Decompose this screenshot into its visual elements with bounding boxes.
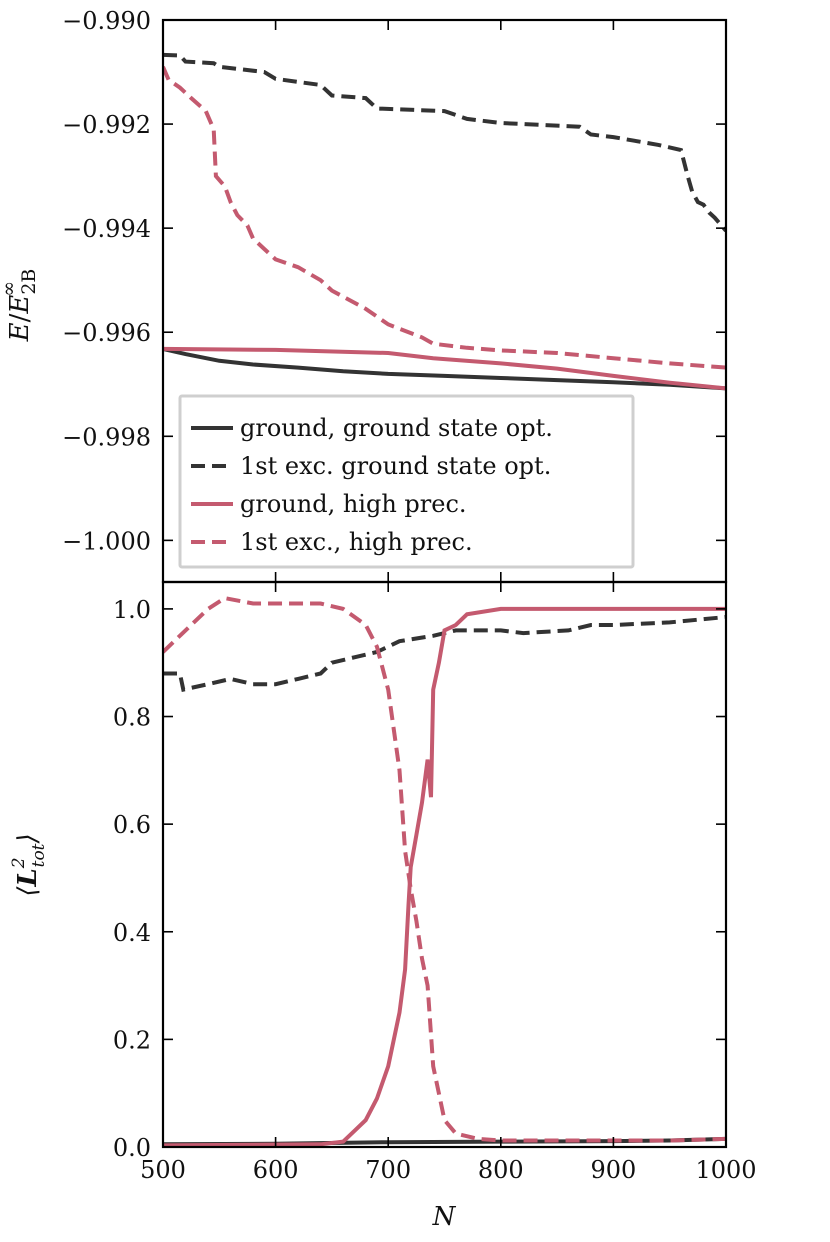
- bottom-ytick-label: 0.6: [113, 811, 151, 839]
- bottom-ytick-label: 0.2: [113, 1026, 151, 1054]
- bottom-series-1st-exc-ground-state-opt: [163, 615, 726, 692]
- legend-label-1st-exc-high-prec: 1st exc., high prec.: [240, 528, 473, 556]
- bottom-series-1st-exc-high-prec: [163, 595, 726, 1143]
- bottom-panel: 0.0 0.2 0.4 0.6 0.8 1.0 500 600 700 800 900 1000: [113, 580, 757, 1184]
- legend-label-1st-exc-ground-state-opt: 1st exc. ground state opt.: [240, 452, 551, 480]
- legend-box: [178, 394, 635, 569]
- bottom-ylabel: ⟨L2tot⟩: [9, 833, 49, 896]
- bottom-frame: [161, 580, 728, 1149]
- xtick-label: 500: [140, 1156, 186, 1184]
- top-ytick-label: −0.992: [62, 111, 151, 139]
- bottom-ytick-label: 0.0: [113, 1134, 151, 1162]
- x-axis-label: N: [432, 1202, 457, 1232]
- bottom-series-ground-high-prec: [163, 606, 726, 1147]
- top-ytick-label: −0.994: [62, 215, 151, 243]
- top-ylabel: E/E2B∞: [0, 269, 40, 343]
- top-series-1st-exc-high-prec: [163, 66, 726, 370]
- xtick-label: 1000: [695, 1156, 756, 1184]
- bottom-ytick-label: 1.0: [113, 596, 151, 624]
- top-ytick-label: −0.990: [62, 7, 151, 35]
- top-ytick-label: −1.000: [62, 527, 151, 555]
- xtick-label: 600: [253, 1156, 299, 1184]
- top-ytick-label: −0.998: [62, 423, 151, 451]
- top-series-1st-exc-ground-state-opt: [163, 52, 726, 233]
- legend: ground, ground state opt. 1st exc. ground…: [178, 394, 635, 569]
- xtick-label: 800: [478, 1156, 524, 1184]
- top-panel: −0.990 −0.992 −0.994 −0.996 −0.998 −1.000 grou…: [62, 7, 728, 584]
- xtick-label: 900: [590, 1156, 636, 1184]
- bottom-ytick-label: 0.4: [113, 919, 151, 947]
- xtick-label: 700: [365, 1156, 411, 1184]
- top-series-ground-ground-state-opt: [163, 346, 726, 391]
- legend-label-ground-ground-state-opt: ground, ground state opt.: [240, 414, 553, 442]
- bottom-ytick-label: 0.8: [113, 704, 151, 732]
- legend-label-ground-high-prec: ground, high prec.: [240, 490, 467, 518]
- top-ytick-label: −0.996: [62, 319, 151, 347]
- top-series-ground-high-prec: [163, 346, 726, 391]
